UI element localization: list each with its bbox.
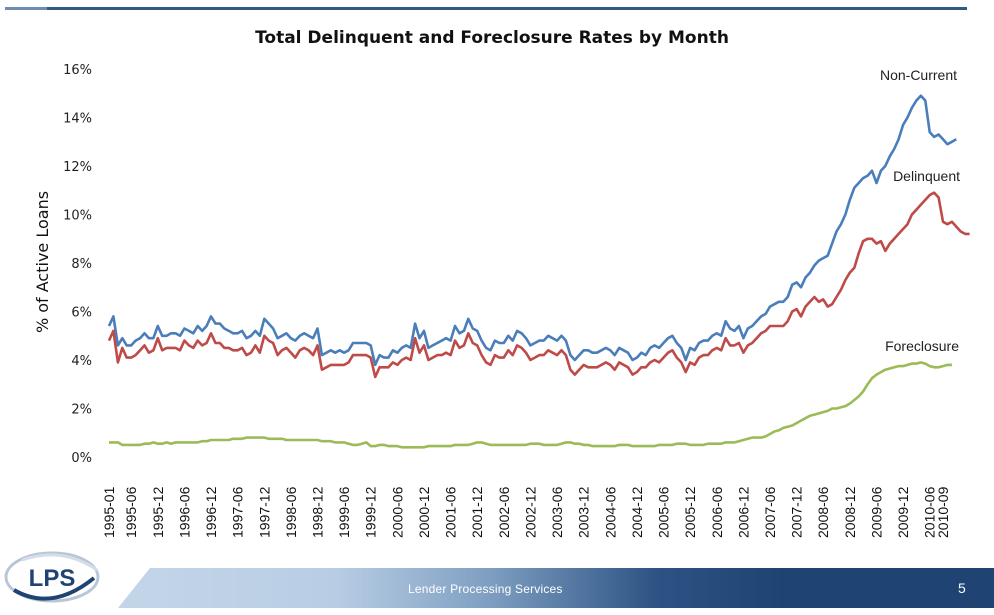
x-tick-label: 2008-12 [842,486,858,538]
x-tick-label: 1995-12 [150,486,166,538]
y-tick-label: 12% [63,160,92,175]
x-tick-label: 2000-12 [416,486,432,538]
y-tick-label: 2% [71,403,92,418]
x-tick-label: 1999-06 [336,486,352,538]
x-tick-label: 1997-12 [256,486,272,538]
y-axis-ticks: 0% 2% 4% 6% 8% 10% 12% 14% 16% [63,63,92,466]
x-tick-label: 2007-06 [762,486,778,538]
y-tick-label: 14% [63,112,92,127]
y-tick-label: 6% [71,306,92,321]
footer-wedge [118,568,150,608]
y-tick-label: 8% [71,257,92,272]
x-tick-label: 1996-06 [176,486,192,538]
x-tick-label: 2005-06 [656,486,672,538]
x-tick-label: 1998-12 [310,486,326,538]
x-axis-ticks: 1995-01 1995-06 1995-12 1996-06 1996-12 1997-… [101,486,951,538]
logo-text: LPS [29,565,76,592]
line-chart: Total Delinquent and Foreclosure Rates b… [33,28,970,538]
chart-title: Total Delinquent and Foreclosure Rates b… [255,28,729,48]
header-rule [5,7,967,10]
series-label-delinquent: Delinquent [893,168,960,184]
x-tick-label: 2007-12 [789,486,805,538]
page-number: 5 [958,580,966,596]
x-tick-label: 2003-12 [576,486,592,538]
x-tick-label: 2010-06 [922,486,938,538]
series-label-non-current: Non-Current [880,67,957,83]
x-tick-label: 2004-06 [602,486,618,538]
lps-logo: LPS [4,551,100,603]
x-tick-label: 2001-12 [469,486,485,538]
y-axis-label: % of Active Loans [33,191,52,333]
x-tick-label: 1995-06 [123,486,139,538]
y-tick-label: 10% [63,209,92,224]
x-tick-label: 2009-06 [868,486,884,538]
logo-arc [21,553,98,572]
x-tick-label: 2010-09 [935,486,951,538]
header-rule-accent [5,7,47,10]
series-labels: Non-Current Delinquent Foreclosure [880,67,960,354]
x-tick-label: 2000-06 [389,486,405,538]
x-tick-label: 1997-06 [230,486,246,538]
slide-footer: Lender Processing Services 5 [0,568,994,615]
x-tick-label: 1998-06 [283,486,299,538]
series-line-delinquent [107,191,970,379]
x-tick-label: 2003-06 [549,486,565,538]
x-tick-label: 2002-12 [522,486,538,538]
y-tick-label: 0% [71,451,92,466]
x-tick-label: 2008-06 [815,486,831,538]
x-tick-label: 2006-06 [709,486,725,538]
x-tick-label: 2002-06 [496,486,512,538]
footer-company-name: Lender Processing Services [408,582,563,596]
x-tick-label: 2009-12 [895,486,911,538]
x-tick-label: 2001-06 [443,486,459,538]
x-tick-label: 1999-12 [363,486,379,538]
series-line-foreclosure [109,361,952,449]
series-label-foreclosure: Foreclosure [885,338,959,354]
y-tick-label: 4% [71,354,92,369]
y-tick-label: 16% [63,63,92,78]
series-lines [107,94,970,449]
logo-swoosh [12,576,96,601]
x-tick-label: 1996-12 [203,486,219,538]
x-tick-label: 2004-12 [629,486,645,538]
x-tick-label: 2005-12 [682,486,698,538]
x-tick-label: 1995-01 [101,486,117,538]
x-tick-label: 2006-12 [735,486,751,538]
footer-band [150,568,994,608]
series-line-non-current [107,94,957,367]
